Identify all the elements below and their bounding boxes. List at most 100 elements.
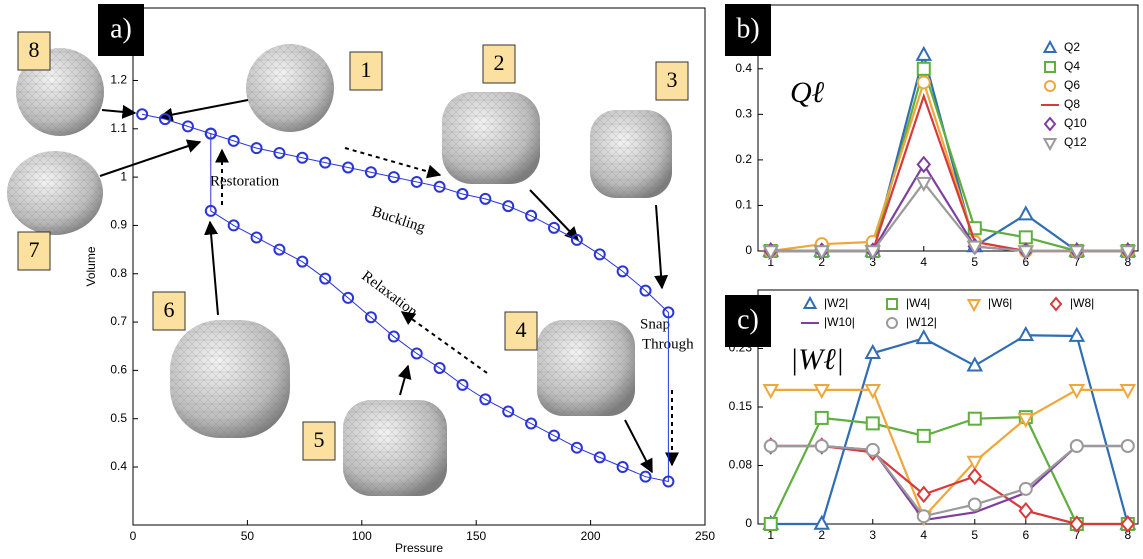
state-label: 3 <box>667 67 678 92</box>
marker <box>1018 481 1033 496</box>
shell-2 <box>442 92 540 184</box>
marker <box>1018 230 1033 245</box>
arrow <box>400 311 488 374</box>
marker <box>763 439 778 453</box>
y-tick-label: 1.1 <box>110 121 127 135</box>
marker <box>662 475 675 488</box>
marker <box>204 127 217 140</box>
state-labels: 8 1 2 3 4 5 6 7 <box>17 31 689 461</box>
legend-swatch <box>802 295 818 309</box>
legend-label: Q12 <box>1064 135 1087 149</box>
x-tick-label: 150 <box>466 529 486 543</box>
marker <box>967 411 982 426</box>
panel-label: c) <box>737 304 759 335</box>
marker <box>763 517 778 531</box>
x-tick-label: 0 <box>130 529 137 543</box>
annotation: Restoration <box>210 173 280 189</box>
marker <box>250 142 263 155</box>
marker <box>364 166 377 179</box>
marker <box>433 361 446 374</box>
shell-6 <box>170 320 290 438</box>
marker <box>456 378 469 391</box>
legend-swatch <box>1042 138 1058 152</box>
marker <box>387 330 400 343</box>
arrow <box>654 204 669 290</box>
y-tick-label: 0.8 <box>110 266 127 280</box>
state-label: 5 <box>314 427 325 452</box>
marker <box>916 75 931 90</box>
chart-title: |Wℓ| <box>790 343 844 376</box>
marker <box>1069 439 1084 453</box>
panel-label: a) <box>110 13 132 44</box>
marker <box>319 272 332 285</box>
shell-illustrations <box>7 44 672 496</box>
x-tick-label: 50 <box>241 529 255 543</box>
legend-swatch <box>966 299 982 313</box>
x-tick-label: 1 <box>767 255 774 269</box>
marker <box>273 146 286 159</box>
marker <box>864 245 882 261</box>
y-tick-label: 0 <box>745 516 752 530</box>
marker <box>1017 205 1035 221</box>
state-box <box>17 231 51 271</box>
marker <box>410 175 423 188</box>
marker <box>410 347 423 360</box>
x-tick-label: 3 <box>869 528 876 542</box>
marker <box>570 441 583 454</box>
marker <box>227 134 240 147</box>
marker <box>593 248 606 261</box>
marker <box>181 120 194 133</box>
y-tick-label: 0.08 <box>729 458 753 472</box>
legend-label: Q8 <box>1064 97 1080 111</box>
y-tick-label: 0.7 <box>110 314 127 328</box>
marker <box>547 221 560 234</box>
legend-swatch <box>1044 61 1056 73</box>
legend-label: Q4 <box>1064 59 1080 73</box>
y-tick-label: 0.9 <box>110 218 127 232</box>
marker <box>916 428 931 443</box>
marker <box>865 416 880 431</box>
marker <box>1017 412 1035 428</box>
panel-label-box <box>725 295 771 347</box>
marker <box>814 439 829 453</box>
plot-frame <box>757 289 1139 525</box>
y-tick-label: 0.5 <box>110 411 127 425</box>
marker <box>1017 245 1035 261</box>
marker <box>966 455 984 471</box>
marker <box>479 393 492 406</box>
state-label: 4 <box>516 317 527 342</box>
marker <box>1068 245 1086 261</box>
marker <box>456 188 469 201</box>
x-tick-label: 8 <box>1124 528 1131 542</box>
annotation: Snap <box>640 316 670 332</box>
marker <box>762 384 780 400</box>
marker <box>433 180 446 193</box>
legend-label: |W4| <box>906 296 930 310</box>
marker <box>1068 326 1086 342</box>
marker <box>639 470 652 483</box>
plot-frame <box>132 7 706 526</box>
marker <box>916 509 931 524</box>
arrow <box>158 99 249 122</box>
marker <box>814 410 829 425</box>
x-tick-label: 6 <box>1022 528 1029 542</box>
marker <box>387 171 400 184</box>
state-label: 2 <box>494 50 505 75</box>
marker <box>967 467 983 486</box>
marker <box>525 417 538 430</box>
series-line <box>769 416 1128 526</box>
series-line <box>770 444 1128 522</box>
arrow <box>101 104 137 119</box>
series-line <box>142 113 669 483</box>
y-tick-label: 0.1 <box>735 198 752 212</box>
x-tick-label: 4 <box>920 528 927 542</box>
marker <box>639 284 652 297</box>
shell-7 <box>7 151 103 235</box>
panel-label-box <box>98 4 144 56</box>
series-line <box>770 180 1128 253</box>
marker <box>616 461 629 474</box>
state-box <box>349 51 383 91</box>
arrow <box>624 419 653 474</box>
marker <box>570 233 583 246</box>
